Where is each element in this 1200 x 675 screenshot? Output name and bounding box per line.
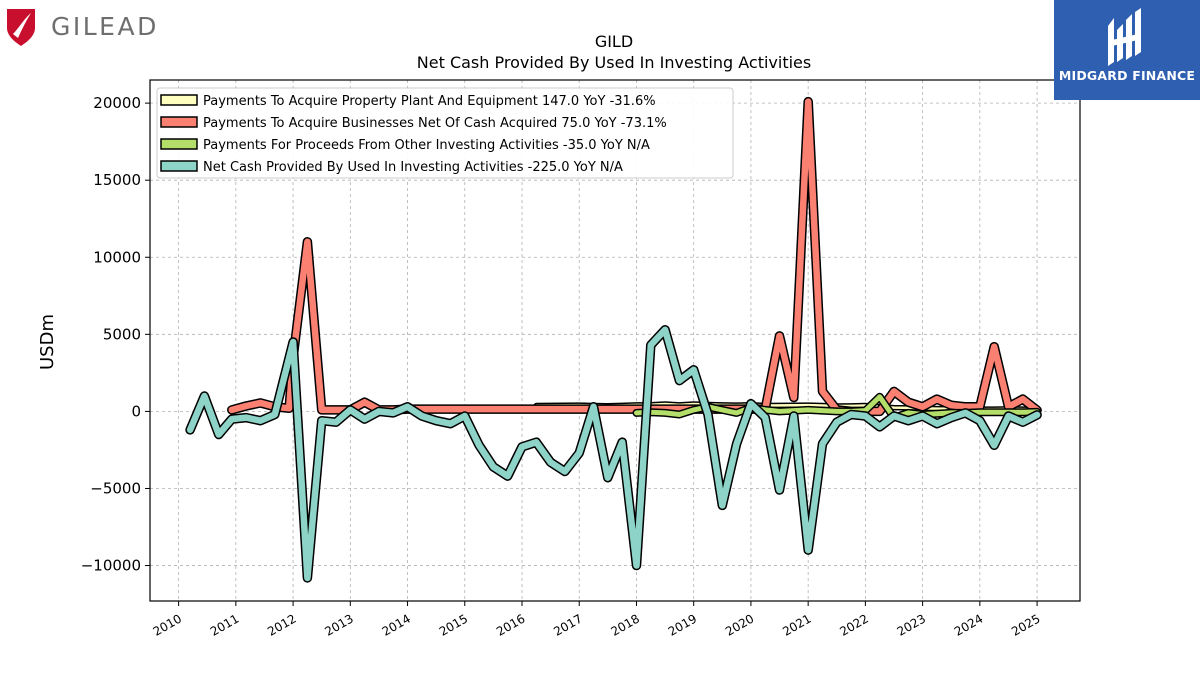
gilead-logo: GILEAD bbox=[4, 4, 164, 48]
legend-swatch bbox=[160, 160, 198, 172]
chart-title: GILD bbox=[595, 32, 633, 51]
x-tick-label: 2016 bbox=[494, 611, 527, 638]
legend-swatch bbox=[160, 116, 198, 128]
x-tick-label: 2020 bbox=[723, 611, 756, 638]
y-tick-label: 15000 bbox=[93, 171, 141, 189]
y-tick-label: 10000 bbox=[93, 248, 141, 266]
axes-frame bbox=[149, 79, 1081, 602]
legend-swatch bbox=[160, 138, 198, 150]
legend-swatch bbox=[160, 94, 198, 106]
legend-label: Payments To Acquire Businesses Net Of Ca… bbox=[203, 116, 667, 131]
x-tick-label: 2012 bbox=[265, 611, 298, 638]
x-tick-label: 2013 bbox=[322, 611, 355, 638]
chart-subtitle: Net Cash Provided By Used In Investing A… bbox=[417, 53, 811, 72]
series-line-3 bbox=[186, 326, 1041, 582]
x-tick-label: 2011 bbox=[208, 611, 241, 638]
y-tick-label: 5000 bbox=[103, 325, 141, 343]
x-tick-label: 2018 bbox=[609, 611, 642, 638]
plot-area: 2010 2011 2012 2013 2014 2015 2016 2017 2018 2019… bbox=[81, 79, 1081, 639]
y-tick-label: 20000 bbox=[93, 94, 141, 112]
y-tick-label: −10000 bbox=[81, 557, 141, 575]
x-tick-label: 2023 bbox=[895, 611, 928, 638]
y-tick-label: −5000 bbox=[90, 479, 141, 497]
x-tick-label: 2019 bbox=[666, 611, 699, 638]
x-tick-label: 2010 bbox=[151, 611, 184, 638]
y-axis-label: USDm bbox=[37, 314, 58, 370]
legend-label: Payments For Proceeds From Other Investi… bbox=[203, 138, 650, 153]
y-tick-label: 0 bbox=[131, 402, 141, 420]
x-tick-label: 2025 bbox=[1009, 611, 1042, 638]
company-name: GILEAD bbox=[51, 12, 159, 41]
midgard-mark-icon bbox=[1108, 8, 1141, 66]
midgard-finance-logo: MIDGARD FINANCE bbox=[1054, 0, 1200, 100]
publisher-name: MIDGARD FINANCE bbox=[1058, 68, 1196, 83]
x-tick-label: 2015 bbox=[437, 611, 470, 638]
gilead-mark-icon bbox=[7, 9, 35, 46]
x-tick-label: 2024 bbox=[952, 611, 985, 638]
legend-box bbox=[156, 87, 734, 179]
x-tick-label: 2021 bbox=[780, 611, 813, 638]
x-tick-label: 2014 bbox=[380, 611, 413, 638]
x-tick-label: 2017 bbox=[551, 611, 584, 638]
x-tick-label: 2022 bbox=[837, 611, 870, 638]
legend-label: Net Cash Provided By Used In Investing A… bbox=[203, 160, 623, 175]
legend-label: Payments To Acquire Property Plant And E… bbox=[203, 94, 656, 109]
